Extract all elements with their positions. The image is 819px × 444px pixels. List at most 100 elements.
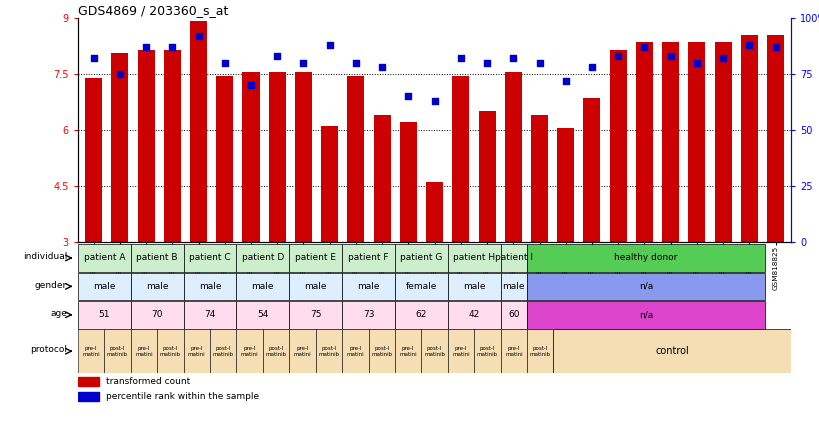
Point	[559, 77, 572, 84]
Text: patient H: patient H	[453, 254, 495, 262]
Text: male: male	[146, 282, 168, 291]
Point	[192, 32, 205, 39]
Bar	[216, 75, 233, 242]
Bar	[289, 244, 342, 272]
Point	[139, 44, 152, 51]
Bar	[473, 329, 500, 373]
Text: percentile rank within the sample: percentile rank within the sample	[106, 392, 260, 401]
Bar	[190, 21, 207, 242]
Text: male: male	[304, 282, 327, 291]
Text: post-I
matinib: post-I matinib	[318, 346, 339, 357]
Bar	[236, 273, 289, 300]
Bar	[583, 98, 600, 242]
Bar	[553, 329, 790, 373]
Bar	[527, 273, 764, 300]
Bar	[130, 273, 183, 300]
Text: age: age	[50, 309, 67, 318]
Text: male: male	[198, 282, 221, 291]
Text: patient A: patient A	[84, 254, 125, 262]
Bar	[527, 329, 553, 373]
Text: pre-I
matini: pre-I matini	[451, 346, 469, 357]
Point	[218, 59, 231, 66]
Text: 74: 74	[204, 310, 215, 319]
Text: pre-I
matini: pre-I matini	[82, 346, 100, 357]
Bar	[236, 244, 289, 272]
Bar	[164, 50, 181, 242]
Text: 51: 51	[98, 310, 110, 319]
Point	[270, 52, 283, 59]
Bar	[452, 75, 468, 242]
Text: 73: 73	[362, 310, 373, 319]
Bar	[447, 273, 500, 300]
Text: GDS4869 / 203360_s_at: GDS4869 / 203360_s_at	[78, 4, 228, 16]
Bar	[263, 329, 289, 373]
Point	[375, 63, 388, 71]
Point	[663, 52, 676, 59]
Bar	[713, 42, 731, 242]
Bar	[478, 111, 495, 242]
Bar	[269, 72, 285, 242]
Point	[349, 59, 362, 66]
Text: pre-I
matini: pre-I matini	[346, 346, 364, 357]
Text: male: male	[357, 282, 379, 291]
Text: pre-I
matini: pre-I matini	[505, 346, 522, 357]
Text: patient E: patient E	[295, 254, 336, 262]
Bar	[130, 329, 157, 373]
Text: 42: 42	[468, 310, 479, 319]
Text: pre-I
matini: pre-I matini	[135, 346, 152, 357]
Bar	[505, 72, 521, 242]
Point	[296, 59, 310, 66]
Point	[401, 93, 414, 100]
Text: male: male	[93, 282, 115, 291]
Point	[611, 52, 624, 59]
Text: patient D: patient D	[242, 254, 283, 262]
Text: 70: 70	[152, 310, 163, 319]
Point	[585, 63, 598, 71]
Bar	[500, 244, 527, 272]
Point	[742, 41, 755, 48]
Bar	[342, 273, 395, 300]
Bar	[78, 301, 130, 329]
Bar	[368, 329, 395, 373]
Text: pre-I
matini: pre-I matini	[188, 346, 206, 357]
Bar	[687, 42, 704, 242]
Point	[87, 55, 100, 62]
Text: n/a: n/a	[638, 310, 652, 319]
Bar	[183, 329, 210, 373]
Point	[637, 44, 650, 51]
Bar	[395, 329, 421, 373]
Point	[716, 55, 729, 62]
Text: female: female	[405, 282, 437, 291]
Bar	[766, 35, 783, 242]
Text: pre-I
matini: pre-I matini	[399, 346, 417, 357]
Text: 75: 75	[310, 310, 321, 319]
Bar	[315, 329, 342, 373]
Bar	[111, 53, 129, 242]
Text: male: male	[251, 282, 274, 291]
Bar	[183, 273, 236, 300]
Bar	[85, 78, 102, 242]
Point	[165, 44, 179, 51]
Point	[454, 55, 467, 62]
Bar	[447, 329, 473, 373]
Bar	[130, 301, 183, 329]
Text: post-I
matinib: post-I matinib	[265, 346, 287, 357]
Text: protocol: protocol	[30, 345, 67, 353]
Bar	[447, 244, 500, 272]
Point	[113, 70, 126, 77]
Text: post-I
matinib: post-I matinib	[423, 346, 445, 357]
Bar	[395, 301, 447, 329]
Text: pre-I
matini: pre-I matini	[293, 346, 311, 357]
Bar	[400, 123, 416, 242]
Text: patient F: patient F	[348, 254, 388, 262]
Text: pre-I
matini: pre-I matini	[241, 346, 258, 357]
Bar	[104, 329, 130, 373]
Point	[690, 59, 703, 66]
Bar	[78, 377, 99, 386]
Text: post-I
matinib: post-I matinib	[529, 346, 550, 357]
Point	[428, 97, 441, 104]
Bar	[289, 329, 315, 373]
Bar	[78, 273, 130, 300]
Text: post-I
matinib: post-I matinib	[160, 346, 181, 357]
Bar	[289, 301, 342, 329]
